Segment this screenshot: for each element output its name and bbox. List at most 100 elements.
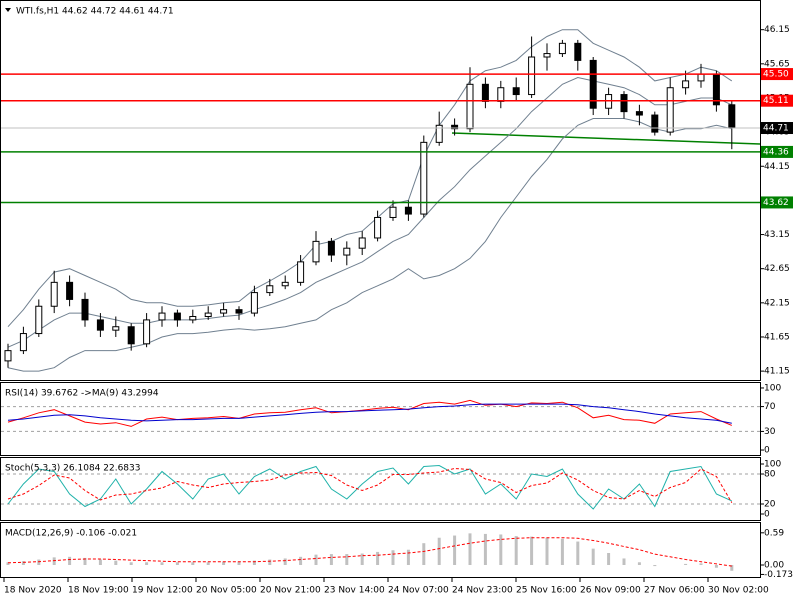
macd-bar xyxy=(483,533,487,565)
macd-bar xyxy=(391,550,395,565)
panel-frame xyxy=(0,0,761,381)
indicator-line xyxy=(7,403,732,424)
macd-bar xyxy=(622,558,626,565)
price-level-label: 45.50 xyxy=(763,70,789,80)
macd-bar xyxy=(576,541,580,565)
candle-body xyxy=(35,305,43,335)
price-level-box xyxy=(761,122,793,135)
macd-bar xyxy=(314,554,318,565)
y-tick-label: 0 xyxy=(764,510,770,520)
macd-bar xyxy=(699,563,703,565)
macd-bar xyxy=(6,562,10,565)
price-level-box xyxy=(761,68,793,81)
y-tick-label: -0.173 xyxy=(764,570,793,580)
macd-bar xyxy=(114,560,118,565)
macd-bar xyxy=(453,535,457,565)
candle-body xyxy=(220,309,228,314)
candle-body xyxy=(297,261,305,283)
time-label: 23 Nov 14:00 xyxy=(324,586,385,596)
candle-body xyxy=(173,312,181,321)
macd-bar xyxy=(530,536,534,565)
price-level-label: 44.36 xyxy=(763,147,789,157)
price-level-box xyxy=(761,196,793,209)
macd-bar xyxy=(206,562,210,565)
candle-body xyxy=(466,83,474,130)
price-level-label: 45.11 xyxy=(763,96,789,106)
time-label: 20 Nov 21:00 xyxy=(260,586,321,596)
y-tick-label: 41.65 xyxy=(764,332,790,342)
candle-body xyxy=(435,124,443,143)
macd-bar xyxy=(637,562,641,565)
y-tick-label: 100 xyxy=(764,383,781,393)
bollinger-band xyxy=(7,29,733,328)
macd-bar xyxy=(175,562,179,565)
candle-body xyxy=(235,309,243,314)
candle-body xyxy=(250,292,258,314)
price-level-box xyxy=(761,94,793,107)
price-level-label: 44.71 xyxy=(763,124,789,134)
macd-bar xyxy=(83,557,87,565)
macd-bar xyxy=(329,554,333,565)
indicator-line xyxy=(7,399,732,427)
macd-bar xyxy=(129,562,133,565)
macd-bar xyxy=(360,553,364,565)
candle-body xyxy=(96,319,104,331)
y-tick-label: 41.15 xyxy=(764,367,790,377)
macd-bar xyxy=(376,551,380,565)
panel-frame xyxy=(0,457,761,521)
macd-bar xyxy=(560,538,564,565)
y-tick-label: 43.15 xyxy=(764,230,790,240)
candle-body xyxy=(558,42,566,55)
y-tick-label: 46.15 xyxy=(764,25,790,35)
panel-title: WTI.fs,H1 44.62 44.72 44.61 44.71 xyxy=(16,7,174,17)
candle-body xyxy=(420,141,428,215)
time-label: 26 Nov 09:00 xyxy=(580,586,641,596)
time-label: 18 Nov 19:00 xyxy=(68,586,129,596)
candle-body xyxy=(574,42,582,61)
macd-bar xyxy=(98,559,102,565)
signal-line xyxy=(7,537,732,567)
price-level-box xyxy=(761,145,793,158)
candle-body xyxy=(19,333,27,352)
panel-frame xyxy=(0,522,761,578)
panel-title: MACD(12,26,9) -0.106 -0.021 xyxy=(5,529,137,539)
candle-body xyxy=(81,298,89,321)
y-tick-label: 45.65 xyxy=(764,59,790,69)
candle-body xyxy=(358,237,366,249)
candle-body xyxy=(651,114,659,133)
macd-bar xyxy=(252,560,256,565)
candle-body xyxy=(497,87,505,102)
candle-body xyxy=(327,240,335,256)
candle-body xyxy=(528,56,536,96)
dropdown-icon[interactable] xyxy=(5,8,11,12)
y-tick-label: 80 xyxy=(764,470,776,480)
macd-bar xyxy=(37,559,41,565)
panel-frame xyxy=(0,382,761,456)
candle-body xyxy=(189,315,197,321)
candle-body xyxy=(143,319,151,345)
candle-body xyxy=(204,312,212,317)
macd-bar xyxy=(52,557,56,565)
macd-bar xyxy=(468,533,472,565)
candle-body xyxy=(682,80,690,89)
y-tick-label: 0.59 xyxy=(764,528,784,538)
macd-bar xyxy=(437,537,441,565)
y-tick-label: 42.15 xyxy=(764,298,790,308)
indicator-line xyxy=(7,464,733,510)
candle-body xyxy=(158,312,166,321)
y-tick-label: 100 xyxy=(764,460,781,470)
macd-bar xyxy=(68,556,72,565)
price-level-label: 43.62 xyxy=(763,198,789,208)
macd-bar xyxy=(591,548,595,565)
macd-bar xyxy=(345,554,349,565)
macd-bar xyxy=(545,537,549,565)
candle-body xyxy=(728,104,736,129)
trendline xyxy=(451,132,761,145)
macd-bar xyxy=(499,534,503,565)
candle-body xyxy=(589,59,597,109)
macd-bar xyxy=(268,559,272,565)
candle-body xyxy=(389,206,397,218)
time-label: 20 Nov 05:00 xyxy=(196,586,257,596)
candle-body xyxy=(635,111,643,116)
macd-bar xyxy=(299,556,303,565)
